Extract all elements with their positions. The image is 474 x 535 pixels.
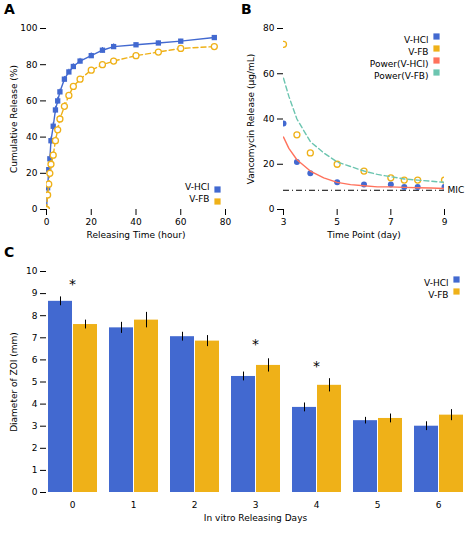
svg-text:1: 1 (131, 500, 137, 510)
svg-text:V-FB: V-FB (428, 290, 448, 300)
svg-text:V-HCl: V-HCl (424, 278, 448, 288)
svg-text:5: 5 (375, 500, 381, 510)
svg-text:10: 10 (26, 266, 38, 276)
svg-text:*: * (69, 276, 76, 292)
svg-text:Releasing Time (hour): Releasing Time (hour) (87, 230, 186, 240)
svg-text:6: 6 (32, 355, 38, 365)
svg-text:MIC: MIC (448, 185, 465, 195)
svg-text:8: 8 (32, 311, 38, 321)
svg-text:0: 0 (32, 204, 38, 214)
svg-text:20: 20 (263, 159, 275, 169)
svg-text:80: 80 (26, 60, 38, 70)
svg-text:3: 3 (281, 217, 287, 227)
svg-text:Vancomycin Release (μg/mL): Vancomycin Release (μg/mL) (246, 54, 256, 185)
svg-text:V-FB: V-FB (408, 47, 428, 57)
svg-text:V-HCl: V-HCl (185, 182, 209, 192)
svg-text:Diameter of ZOI (mm): Diameter of ZOI (mm) (9, 332, 19, 432)
svg-text:100: 100 (20, 23, 37, 33)
svg-text:40: 40 (26, 132, 38, 142)
svg-text:4: 4 (32, 399, 38, 409)
svg-text:2: 2 (192, 500, 198, 510)
svg-text:*: * (252, 336, 259, 352)
svg-text:V-HCl: V-HCl (404, 35, 428, 45)
svg-text:Power(V-FB): Power(V-FB) (374, 71, 428, 81)
svg-text:40: 40 (263, 114, 275, 124)
svg-text:20: 20 (26, 168, 38, 178)
svg-text:1: 1 (32, 465, 38, 475)
svg-text:2: 2 (32, 443, 38, 453)
svg-text:Power(V-HCl): Power(V-HCl) (370, 59, 429, 69)
svg-text:4: 4 (314, 500, 320, 510)
svg-text:60: 60 (26, 96, 38, 106)
svg-text:60: 60 (175, 217, 187, 227)
html-text:A: A (4, 1, 15, 17)
svg-text:60: 60 (263, 69, 275, 79)
svg-text:9: 9 (32, 288, 38, 298)
svg-text:5: 5 (334, 217, 340, 227)
svg-text:6: 6 (436, 500, 442, 510)
svg-text:0: 0 (44, 217, 50, 227)
svg-text:Time Point (day): Time Point (day) (326, 230, 401, 240)
svg-text:9: 9 (442, 217, 448, 227)
svg-text:Cumulative Release (%): Cumulative Release (%) (9, 65, 19, 173)
svg-text:80: 80 (220, 217, 232, 227)
svg-text:*: * (313, 358, 320, 374)
svg-text:In vitro Releasing Days: In vitro Releasing Days (204, 513, 308, 523)
svg-text:40: 40 (130, 217, 142, 227)
svg-text:7: 7 (32, 333, 38, 343)
svg-text:80: 80 (263, 23, 275, 33)
html-text:C: C (4, 244, 15, 260)
svg-text:20: 20 (86, 217, 98, 227)
svg-text:0: 0 (70, 500, 76, 510)
html-text:B: B (241, 1, 252, 17)
svg-text:5: 5 (32, 377, 38, 387)
svg-text:V-FB: V-FB (189, 194, 209, 204)
svg-text:3: 3 (253, 500, 259, 510)
svg-text:0: 0 (269, 204, 275, 214)
svg-text:7: 7 (388, 217, 394, 227)
svg-text:3: 3 (32, 421, 38, 431)
svg-text:0: 0 (32, 487, 38, 497)
